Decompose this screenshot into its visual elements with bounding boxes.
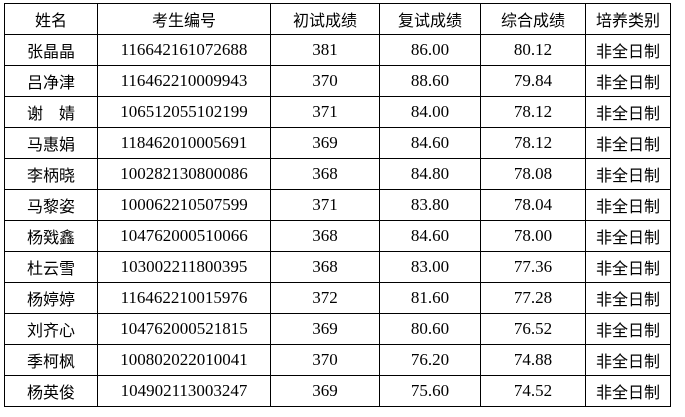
cell-name: 季柯枫: [4, 344, 98, 376]
cell-exam-id: 100282130800086: [97, 158, 271, 190]
cell-category: 非全日制: [585, 375, 671, 407]
cell-total-score: 74.88: [480, 344, 586, 376]
cell-retest-score: 84.80: [379, 158, 481, 190]
cell-name: 张晶晶: [4, 34, 98, 66]
header-name: 姓名: [4, 3, 98, 35]
cell-category: 非全日制: [585, 96, 671, 128]
cell-exam-id: 118462010005691: [97, 127, 271, 159]
cell-retest-score: 88.60: [379, 65, 481, 97]
table-row: 吕净津 116462210009943 370 88.60 79.84 非全日制: [4, 65, 671, 97]
header-row: 姓名 考生编号 初试成绩 复试成绩 综合成绩 培养类别: [4, 3, 671, 35]
cell-retest-score: 75.60: [379, 375, 481, 407]
cell-initial-score: 371: [270, 189, 380, 221]
cell-category: 非全日制: [585, 282, 671, 314]
table-body: 张晶晶 116642161072688 381 86.00 80.12 非全日制 吕净津 11…: [4, 34, 671, 407]
cell-initial-score: 368: [270, 158, 380, 190]
cell-initial-score: 369: [270, 313, 380, 345]
cell-initial-score: 369: [270, 127, 380, 159]
cell-total-score: 79.84: [480, 65, 586, 97]
cell-exam-id: 116462210015976: [97, 282, 271, 314]
cell-total-score: 80.12: [480, 34, 586, 66]
cell-category: 非全日制: [585, 220, 671, 252]
cell-name: 谢 婧: [4, 96, 98, 128]
cell-exam-id: 100062210507599: [97, 189, 271, 221]
header-category: 培养类别: [585, 3, 671, 35]
cell-exam-id: 104762000521815: [97, 313, 271, 345]
cell-initial-score: 368: [270, 220, 380, 252]
cell-initial-score: 370: [270, 65, 380, 97]
cell-name: 杨婷婷: [4, 282, 98, 314]
cell-name: 刘齐心: [4, 313, 98, 345]
cell-category: 非全日制: [585, 251, 671, 283]
cell-exam-id: 116462210009943: [97, 65, 271, 97]
cell-retest-score: 81.60: [379, 282, 481, 314]
cell-total-score: 77.28: [480, 282, 586, 314]
table-row: 杨英俊 104902113003247 369 75.60 74.52 非全日制: [4, 375, 671, 407]
table-row: 马黎姿 100062210507599 371 83.80 78.04 非全日制: [4, 189, 671, 221]
cell-name: 吕净津: [4, 65, 98, 97]
table-row: 杜云雪 103002211800395 368 83.00 77.36 非全日制: [4, 251, 671, 283]
cell-category: 非全日制: [585, 344, 671, 376]
cell-exam-id: 104762000510066: [97, 220, 271, 252]
cell-total-score: 78.12: [480, 96, 586, 128]
cell-exam-id: 104902113003247: [97, 375, 271, 407]
cell-retest-score: 83.80: [379, 189, 481, 221]
cell-initial-score: 381: [270, 34, 380, 66]
cell-exam-id: 100802022010041: [97, 344, 271, 376]
cell-retest-score: 84.00: [379, 96, 481, 128]
table-row: 谢 婧 106512055102199 371 84.00 78.12 非全日制: [4, 96, 671, 128]
table-row: 李柄晓 100282130800086 368 84.80 78.08 非全日制: [4, 158, 671, 190]
score-table: 姓名 考生编号 初试成绩 复试成绩 综合成绩 培养类别 张晶晶 11664216107268…: [4, 3, 671, 407]
cell-exam-id: 103002211800395: [97, 251, 271, 283]
cell-initial-score: 372: [270, 282, 380, 314]
cell-total-score: 78.08: [480, 158, 586, 190]
cell-initial-score: 370: [270, 344, 380, 376]
cell-exam-id: 106512055102199: [97, 96, 271, 128]
cell-initial-score: 368: [270, 251, 380, 283]
header-exam-id: 考生编号: [97, 3, 271, 35]
cell-retest-score: 80.60: [379, 313, 481, 345]
cell-retest-score: 83.00: [379, 251, 481, 283]
cell-category: 非全日制: [585, 34, 671, 66]
table-row: 杨戣鑫 104762000510066 368 84.60 78.00 非全日制: [4, 220, 671, 252]
cell-total-score: 74.52: [480, 375, 586, 407]
table-row: 杨婷婷 116462210015976 372 81.60 77.28 非全日制: [4, 282, 671, 314]
cell-name: 李柄晓: [4, 158, 98, 190]
cell-total-score: 77.36: [480, 251, 586, 283]
cell-category: 非全日制: [585, 127, 671, 159]
cell-initial-score: 369: [270, 375, 380, 407]
cell-total-score: 78.00: [480, 220, 586, 252]
cell-retest-score: 84.60: [379, 220, 481, 252]
cell-name: 杨戣鑫: [4, 220, 98, 252]
cell-category: 非全日制: [585, 158, 671, 190]
cell-category: 非全日制: [585, 313, 671, 345]
cell-retest-score: 76.20: [379, 344, 481, 376]
cell-category: 非全日制: [585, 189, 671, 221]
cell-total-score: 78.04: [480, 189, 586, 221]
cell-name: 杨英俊: [4, 375, 98, 407]
cell-name: 杜云雪: [4, 251, 98, 283]
table-row: 马惠娟 118462010005691 369 84.60 78.12 非全日制: [4, 127, 671, 159]
cell-category: 非全日制: [585, 65, 671, 97]
cell-exam-id: 116642161072688: [97, 34, 271, 66]
header-total-score: 综合成绩: [480, 3, 586, 35]
header-initial-score: 初试成绩: [270, 3, 380, 35]
cell-total-score: 76.52: [480, 313, 586, 345]
cell-total-score: 78.12: [480, 127, 586, 159]
table-row: 季柯枫 100802022010041 370 76.20 74.88 非全日制: [4, 344, 671, 376]
header-retest-score: 复试成绩: [379, 3, 481, 35]
cell-retest-score: 84.60: [379, 127, 481, 159]
cell-name: 马黎姿: [4, 189, 98, 221]
cell-initial-score: 371: [270, 96, 380, 128]
cell-name: 马惠娟: [4, 127, 98, 159]
table-row: 张晶晶 116642161072688 381 86.00 80.12 非全日制: [4, 34, 671, 66]
table-row: 刘齐心 104762000521815 369 80.60 76.52 非全日制: [4, 313, 671, 345]
cell-retest-score: 86.00: [379, 34, 481, 66]
